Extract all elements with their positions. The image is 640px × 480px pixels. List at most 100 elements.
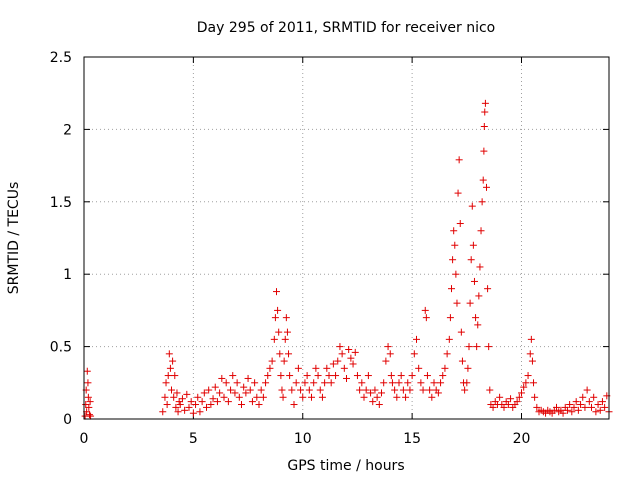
data-point <box>196 408 204 416</box>
data-point <box>369 398 377 406</box>
data-point <box>594 401 602 409</box>
data-point <box>456 220 464 228</box>
data-point <box>466 299 474 307</box>
data-point <box>175 398 183 406</box>
data-point <box>270 335 278 343</box>
data-point <box>318 393 326 401</box>
data-point <box>598 398 606 406</box>
data-point <box>264 372 272 380</box>
data-point <box>189 409 197 417</box>
data-point <box>465 343 473 351</box>
data-point <box>577 401 585 409</box>
data-point <box>520 383 528 391</box>
data-point <box>475 292 483 300</box>
data-point <box>85 403 93 411</box>
data-point <box>452 270 460 278</box>
data-point <box>428 393 436 401</box>
x-tick-label: 10 <box>294 431 312 447</box>
data-point <box>277 372 285 380</box>
data-point <box>463 379 471 387</box>
data-point <box>216 389 224 397</box>
data-point <box>404 379 412 387</box>
data-point <box>531 393 539 401</box>
data-point <box>87 412 95 420</box>
data-point <box>345 345 353 353</box>
data-point <box>305 386 313 394</box>
y-axis-label: SRMTID / TECUs <box>6 182 22 295</box>
data-point <box>419 386 427 394</box>
data-point <box>474 321 482 329</box>
data-point <box>231 389 239 397</box>
data-point <box>172 403 180 411</box>
data-point <box>478 198 486 206</box>
data-point <box>255 401 263 409</box>
data-point <box>312 364 320 372</box>
data-point <box>262 379 270 387</box>
y-tick-label: 0 <box>63 412 72 428</box>
data-point <box>570 403 578 411</box>
data-point <box>347 354 355 362</box>
data-point <box>387 372 395 380</box>
axis-ticks <box>83 56 609 420</box>
data-point <box>362 386 370 394</box>
data-points <box>81 99 613 420</box>
data-point <box>279 393 287 401</box>
data-point <box>327 379 335 387</box>
data-point <box>485 343 493 351</box>
data-point <box>450 227 458 235</box>
data-point <box>399 386 407 394</box>
data-point <box>375 401 383 409</box>
data-point <box>325 372 333 380</box>
data-point <box>413 335 420 343</box>
data-point <box>83 367 91 375</box>
data-point <box>380 379 388 387</box>
x-tick-label: 0 <box>80 431 89 447</box>
data-point <box>323 364 331 372</box>
data-point <box>417 379 425 387</box>
data-point <box>477 227 485 235</box>
data-point <box>393 393 401 401</box>
y-tick-label: 2.5 <box>50 50 72 66</box>
data-point <box>601 403 609 411</box>
data-point <box>384 343 392 351</box>
plot-frame <box>83 56 610 420</box>
data-point <box>308 393 315 401</box>
data-point <box>224 398 232 406</box>
data-point <box>574 406 582 414</box>
data-point <box>446 314 454 322</box>
data-point <box>458 357 466 365</box>
data-point <box>526 350 534 358</box>
data-point <box>192 401 200 409</box>
data-point <box>583 386 591 394</box>
tick-labels: 0 5 10 15 20 0 0.5 1 1.5 2 2.5 <box>50 50 531 447</box>
data-point <box>480 147 488 155</box>
data-point <box>85 411 93 419</box>
data-point <box>259 393 267 401</box>
data-point <box>349 360 357 368</box>
data-point <box>301 379 309 387</box>
data-point <box>340 364 348 372</box>
data-point <box>84 393 92 401</box>
data-point <box>397 372 405 380</box>
data-point <box>297 386 305 394</box>
data-point <box>218 374 226 382</box>
data-point <box>364 372 372 380</box>
data-point <box>524 372 532 380</box>
data-point <box>553 403 560 411</box>
data-point <box>422 314 430 322</box>
data-point <box>455 156 463 164</box>
data-point <box>430 379 438 387</box>
data-point <box>522 379 530 387</box>
data-point <box>472 314 480 322</box>
data-point <box>278 386 286 394</box>
data-point <box>470 277 478 285</box>
data-point <box>395 379 403 387</box>
data-point <box>227 386 235 394</box>
data-point <box>271 314 279 322</box>
data-point <box>211 383 219 391</box>
data-point <box>165 350 173 358</box>
data-point <box>209 395 217 403</box>
data-point <box>596 406 604 414</box>
data-point <box>386 350 394 358</box>
